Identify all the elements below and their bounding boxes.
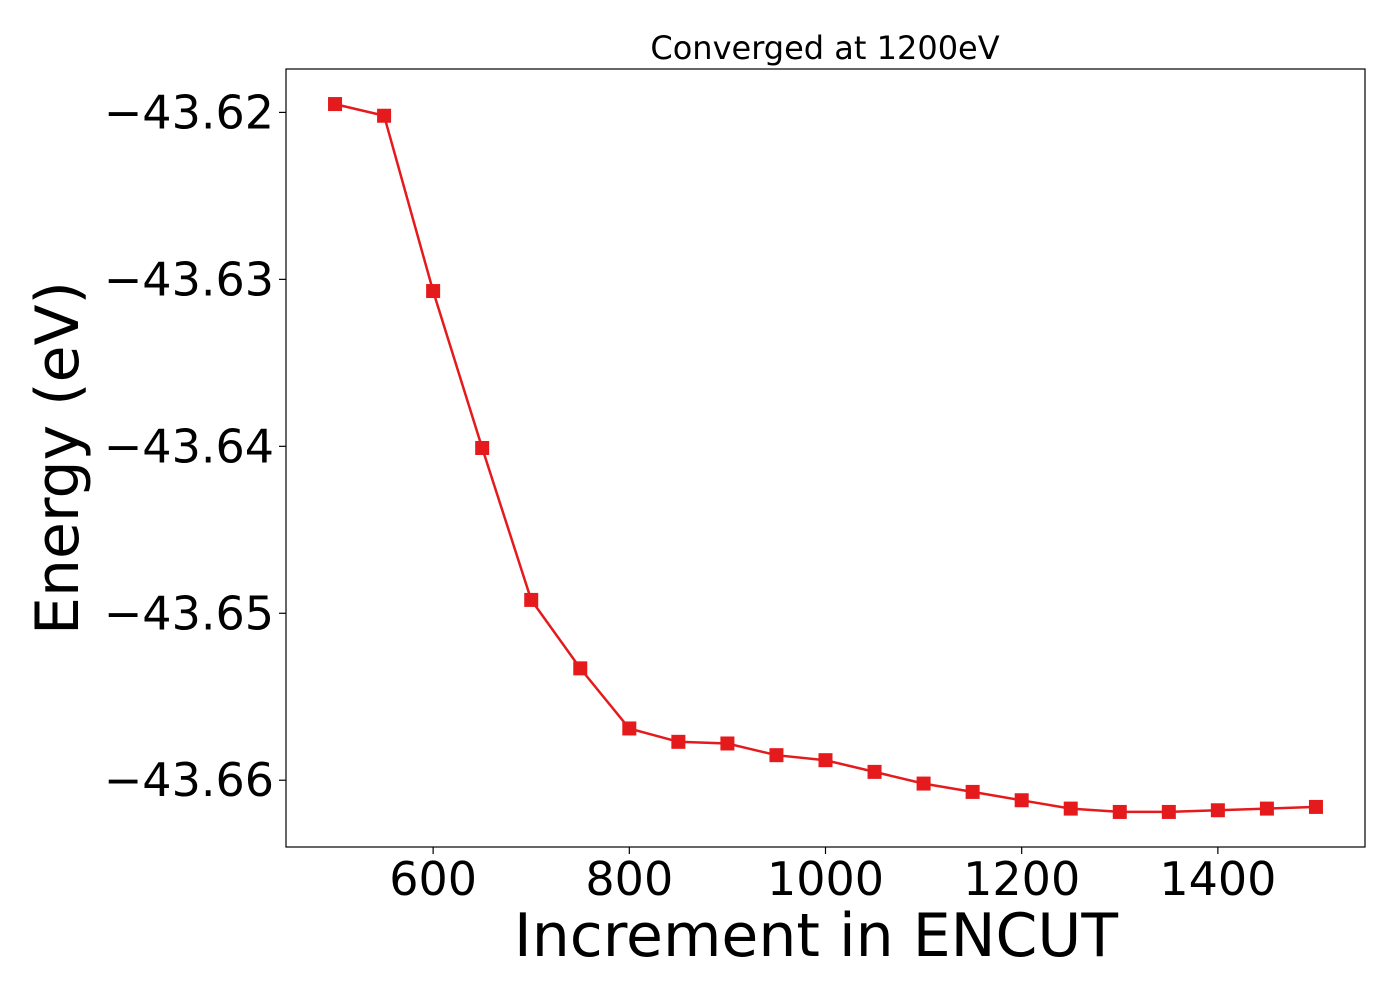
data-point (573, 661, 588, 676)
x-axis: 600 800 1000 1200 1400 (389, 847, 1276, 906)
x-tick-label: 800 (585, 852, 673, 906)
data-point (377, 108, 392, 123)
chart-title: Converged at 1200eV (650, 29, 999, 67)
data-point (867, 764, 882, 779)
data-point (1210, 803, 1225, 818)
series-layer (328, 97, 1323, 819)
data-point (769, 748, 784, 763)
data-point (1308, 799, 1323, 814)
data-point (1161, 804, 1176, 819)
y-tick-label: −43.63 (104, 252, 274, 306)
data-point (1259, 801, 1274, 816)
data-point (1014, 793, 1029, 808)
y-tick-label: −43.66 (104, 753, 274, 807)
data-point (328, 97, 343, 112)
y-tick-label: −43.65 (104, 586, 274, 640)
y-axis: −43.62 −43.63 −43.64 −43.65 −43.66 (104, 85, 286, 807)
y-tick-label: −43.64 (104, 419, 274, 473)
data-point (1112, 804, 1127, 819)
x-tick-label: 1400 (1159, 852, 1276, 906)
x-axis-label: Increment in ENCUT (514, 901, 1118, 971)
x-tick-label: 600 (389, 852, 477, 906)
data-point (720, 736, 735, 751)
data-point (475, 440, 490, 455)
x-tick-label: 1200 (963, 852, 1080, 906)
data-point (671, 734, 686, 749)
data-point (965, 784, 980, 799)
y-tick-label: −43.62 (104, 85, 274, 139)
y-axis-label: Energy (eV) (23, 281, 93, 635)
x-tick-label: 1000 (767, 852, 884, 906)
plot-area (285, 68, 1366, 848)
data-point (622, 721, 637, 736)
data-point (916, 776, 931, 791)
series-line (334, 102, 1317, 814)
data-point (1063, 801, 1078, 816)
data-point (818, 753, 833, 768)
data-point (426, 284, 441, 299)
data-point (524, 592, 539, 607)
